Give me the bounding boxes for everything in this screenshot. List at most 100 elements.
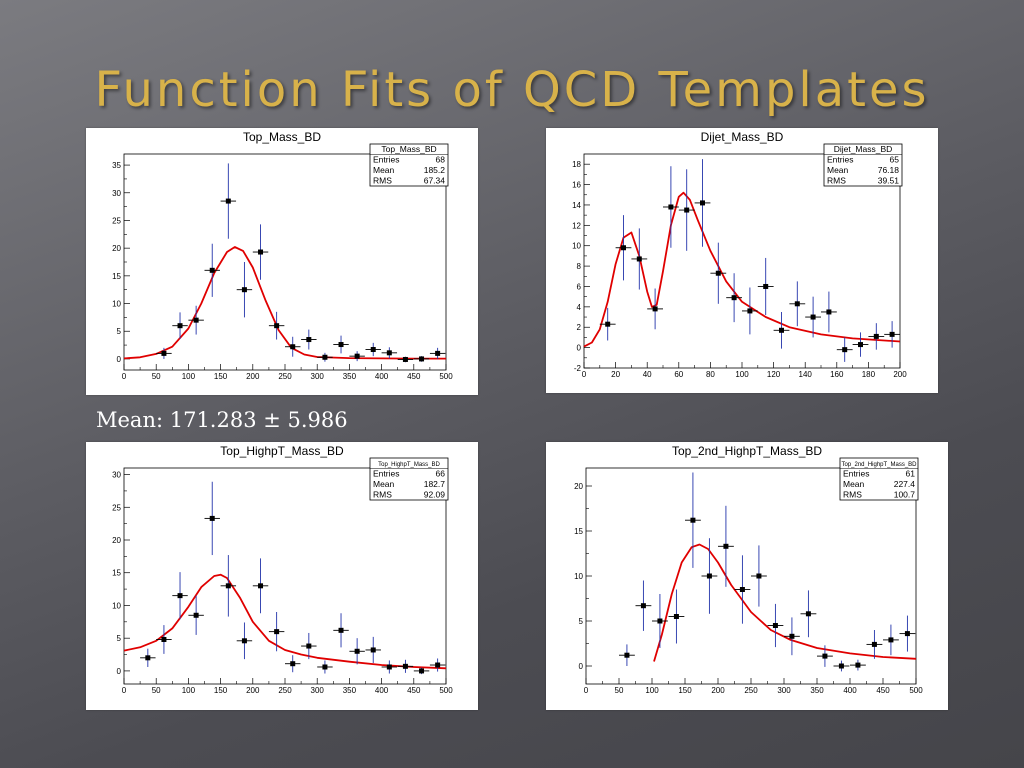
data-point (317, 352, 333, 362)
stats-name: Top_HighpT_Mass_BD (378, 462, 440, 468)
point-marker (739, 587, 745, 592)
point-marker (888, 637, 894, 643)
y-tick-label: 10 (112, 601, 121, 610)
point-marker (145, 655, 151, 661)
data-point (220, 555, 237, 617)
point-marker (177, 593, 183, 599)
point-marker (370, 647, 376, 653)
data-point (647, 288, 663, 330)
data-point (868, 323, 885, 350)
x-tick-label: 400 (375, 372, 389, 381)
x-tick-label: 160 (830, 370, 844, 379)
point-marker (274, 323, 280, 329)
data-point (773, 311, 790, 349)
x-tick-label: 250 (278, 686, 292, 695)
fit-curve (123, 573, 447, 670)
stats-value: 185.2 (424, 165, 446, 175)
stats-value: 66 (436, 469, 446, 479)
data-point (204, 243, 220, 297)
stats-box-frame (839, 457, 919, 501)
data-point (140, 648, 156, 667)
point-marker (402, 663, 408, 669)
data-point (333, 613, 349, 648)
x-tick-label: 50 (615, 686, 624, 695)
point-marker (605, 321, 611, 327)
point-marker (763, 283, 769, 289)
stats-value: 67.34 (424, 176, 446, 186)
data-point (619, 644, 635, 666)
x-tick-label: 500 (909, 686, 923, 695)
x-tick-label: 300 (777, 686, 791, 695)
chart-title: Top_2nd_HighpT_Mass_BD (672, 444, 822, 458)
point-marker (290, 661, 296, 667)
data-point (301, 632, 317, 660)
data-point (268, 311, 285, 340)
y-tick-label: 0 (577, 344, 582, 353)
data-point (817, 645, 833, 667)
point-marker (241, 638, 247, 644)
y-tick-label: 0 (117, 667, 122, 676)
data-point (599, 307, 616, 341)
point-marker (668, 204, 674, 210)
data-point (800, 590, 817, 638)
y-tick-label: 8 (577, 262, 582, 271)
point-marker (624, 652, 630, 658)
data-point (734, 555, 751, 624)
stats-label: Mean (827, 165, 849, 175)
data-point (252, 224, 269, 280)
y-tick-label: 20 (574, 482, 583, 491)
stats-value: 92.09 (424, 490, 446, 500)
data-point (718, 505, 734, 587)
data-point (663, 166, 679, 248)
data-point (413, 667, 430, 675)
y-tick-label: 5 (117, 327, 122, 336)
data-point (751, 545, 767, 607)
x-tick-label: 120 (767, 370, 781, 379)
x-tick-label: 50 (152, 372, 161, 381)
data-point (156, 347, 172, 359)
point-marker (354, 353, 360, 359)
chart-top-mass: Top_Mass_BD0 50 100 150 200 250 300 350 400 450 50… (112, 130, 453, 381)
x-tick-label: 200 (246, 686, 260, 695)
stats-name: Dijet_Mass_BD (834, 144, 893, 154)
y-tick-label: 10 (112, 300, 121, 309)
data-point (710, 242, 727, 304)
x-tick-label: 150 (678, 686, 692, 695)
data-point (678, 169, 695, 251)
point-marker (161, 636, 167, 642)
y-tick-label: 20 (112, 536, 121, 545)
data-point (188, 595, 204, 635)
point-marker (772, 623, 778, 628)
point-marker (306, 643, 312, 649)
data-point (397, 659, 414, 673)
y-tick-label: 20 (112, 244, 121, 253)
point-marker (805, 611, 811, 617)
fit-curve (583, 191, 901, 348)
data-point (268, 612, 285, 652)
point-marker (322, 664, 328, 670)
data-point (429, 347, 446, 359)
point-marker (193, 612, 199, 618)
data-point (635, 580, 652, 631)
y-tick-label: 15 (112, 272, 121, 281)
data-point (285, 336, 301, 357)
data-point (866, 630, 883, 659)
x-tick-label: 180 (862, 370, 876, 379)
point-marker (306, 337, 312, 343)
point-marker (657, 618, 663, 624)
x-tick-label: 0 (122, 686, 127, 695)
data-point (652, 594, 668, 648)
data-point (757, 257, 774, 316)
point-marker (794, 301, 800, 307)
x-tick-label: 500 (439, 372, 453, 381)
data-point (381, 660, 398, 674)
data-point (805, 296, 821, 338)
point-marker (747, 308, 753, 314)
point-marker (209, 267, 215, 273)
point-marker (338, 342, 344, 348)
y-tick-label: 0 (117, 355, 122, 364)
point-marker (789, 633, 795, 639)
stats-label: RMS (827, 176, 846, 186)
